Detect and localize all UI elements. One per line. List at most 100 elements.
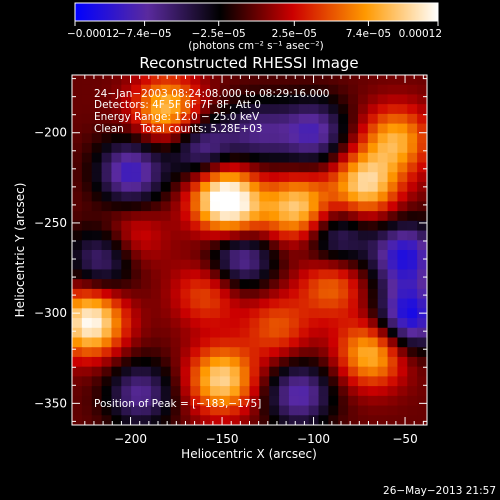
heatmap-cell <box>170 113 182 125</box>
heatmap-cell <box>111 395 122 407</box>
heatmap-cell <box>72 318 83 329</box>
heatmap-cell <box>269 259 280 271</box>
heatmap-cell <box>279 415 290 425</box>
heatmap-cell <box>219 386 231 397</box>
heatmap-cell <box>239 405 251 416</box>
heatmap-cell <box>338 181 349 193</box>
heatmap-cell <box>180 298 191 309</box>
heatmap-cell <box>249 269 260 280</box>
heatmap-cell <box>338 123 349 134</box>
heatmap-cell <box>279 201 290 212</box>
heatmap-cell <box>81 123 93 134</box>
heatmap-cell <box>288 259 300 271</box>
heatmap-cell <box>170 327 182 339</box>
heatmap-cell <box>298 240 310 251</box>
heatmap-cell <box>397 201 408 212</box>
heatmap-cell <box>417 327 427 339</box>
heatmap-cell <box>417 279 427 290</box>
heatmap-cell <box>170 172 182 183</box>
heatmap-cell <box>367 250 379 261</box>
heatmap-cell <box>150 191 162 202</box>
heatmap-cell <box>101 288 113 300</box>
heatmap-cell <box>190 162 201 173</box>
heatmap-cell <box>259 123 270 134</box>
heatmap-cell <box>131 288 142 300</box>
heatmap-cell <box>279 356 290 368</box>
heatmap-cell <box>269 356 280 368</box>
heatmap-cell <box>348 220 359 232</box>
heatmap-cell <box>141 269 152 280</box>
annotation-time-range: 24−Jan−2003 08:24:08.000 to 08:29:16.000 <box>94 88 330 100</box>
heatmap-cell <box>219 366 231 377</box>
heatmap-cell <box>111 152 122 164</box>
heatmap-cell <box>200 269 211 280</box>
heatmap-cell <box>298 298 310 309</box>
heatmap-cell <box>417 318 427 329</box>
heatmap-cell <box>229 220 241 232</box>
heatmap-cell <box>219 288 231 300</box>
heatmap-cell <box>190 152 201 164</box>
heatmap-cell <box>407 220 418 232</box>
heatmap-cell <box>131 356 142 368</box>
heatmap-cell <box>150 133 162 144</box>
heatmap-cell <box>259 162 270 173</box>
heatmap-cell <box>259 308 270 319</box>
heatmap-cell <box>111 250 122 261</box>
heatmap-cell <box>239 347 251 358</box>
heatmap-cell <box>338 259 349 271</box>
heatmap-cell <box>180 308 191 319</box>
heatmap-cell <box>318 113 329 125</box>
heatmap-cell <box>239 250 251 261</box>
heatmap-cell <box>318 395 329 407</box>
heatmap-cell <box>131 104 142 115</box>
heatmap-cell <box>229 386 241 397</box>
heatmap-cell <box>219 395 231 407</box>
heatmap-cell <box>259 376 270 387</box>
heatmap-cell <box>397 230 408 241</box>
heatmap-cell <box>150 366 162 377</box>
heatmap-cell <box>131 250 142 261</box>
heatmap-cell <box>308 386 320 397</box>
heatmap-cell <box>308 133 320 144</box>
heatmap-cell <box>190 94 201 105</box>
heatmap-cell <box>200 240 211 251</box>
heatmap-cell <box>111 240 122 251</box>
heatmap-cell <box>249 298 260 309</box>
heatmap-cell <box>407 327 418 339</box>
heatmap-cell <box>377 386 389 397</box>
heatmap-cell <box>131 415 142 425</box>
heatmap-cell <box>328 230 339 241</box>
heatmap-cell <box>170 152 182 164</box>
heatmap-cell <box>318 152 329 164</box>
heatmap-cell <box>160 143 172 154</box>
heatmap-cell <box>367 405 379 416</box>
heatmap-cell <box>407 84 418 96</box>
heatmap-cell <box>328 133 339 144</box>
heatmap-cell <box>279 220 290 232</box>
heatmap-cell <box>150 220 162 232</box>
heatmap-cell <box>121 279 132 290</box>
heatmap-cell <box>318 366 329 377</box>
heatmap-cell <box>229 250 241 261</box>
heatmap-cell <box>190 75 201 86</box>
heatmap-cell <box>121 191 132 202</box>
heatmap-cell <box>72 113 83 125</box>
heatmap-cell <box>397 113 408 125</box>
heatmap-cell <box>210 143 221 154</box>
heatmap-cell <box>377 123 389 134</box>
heatmap-cell <box>72 250 83 261</box>
heatmap-cell <box>141 220 152 232</box>
heatmap-cell <box>141 347 152 358</box>
heatmap-cell <box>72 386 83 397</box>
colorbar-tick-label: 7.4e−05 <box>346 28 391 40</box>
heatmap-cell <box>328 366 339 377</box>
heatmap-cell <box>229 172 241 183</box>
heatmap-cell <box>101 298 113 309</box>
heatmap-cell <box>200 133 211 144</box>
heatmap-cell <box>357 211 369 222</box>
heatmap-cell <box>288 415 300 425</box>
heatmap-cell <box>81 220 93 232</box>
heatmap-cell <box>407 298 418 309</box>
heatmap-cell <box>269 230 280 241</box>
heatmap-cell <box>338 152 349 164</box>
